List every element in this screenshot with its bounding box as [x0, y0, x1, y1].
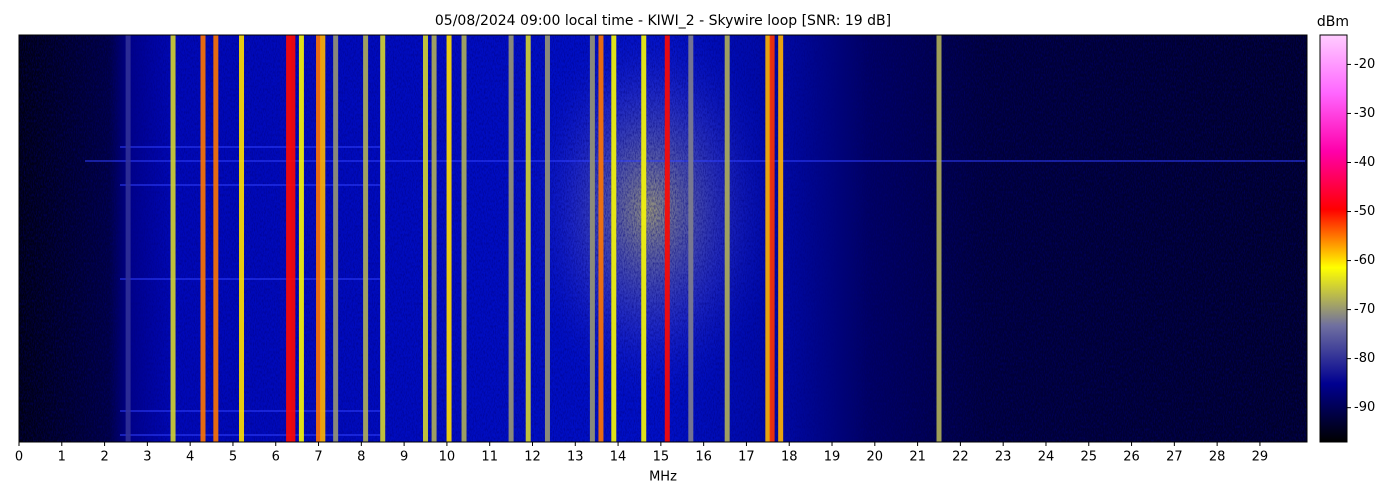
x-tick-label: 29 [1252, 450, 1269, 465]
x-tick-label: 28 [1209, 450, 1226, 465]
signal-trace [765, 35, 771, 442]
signal-trace [688, 35, 694, 442]
x-tick-label: 3 [143, 450, 151, 465]
x-tick-label: 5 [229, 450, 237, 465]
colorbar-tick-label: -50 [1354, 204, 1375, 219]
colorbar-tick-label: -80 [1354, 351, 1375, 366]
x-tick-label: 22 [952, 450, 969, 465]
signal-trace [363, 35, 369, 442]
signal-trace [446, 35, 452, 442]
x-tick-label: 15 [653, 450, 670, 465]
x-tick-label: 11 [481, 450, 498, 465]
signal-trace [544, 35, 550, 442]
signal-trace [213, 35, 219, 442]
signal-trace [423, 35, 429, 442]
x-tick-label: 4 [186, 450, 194, 465]
signal-trace [431, 35, 437, 442]
signal-trace [298, 35, 304, 442]
colorbar-tick-label: -30 [1354, 106, 1375, 121]
signal-trace [769, 35, 775, 442]
plot-frame [18, 34, 1308, 443]
signal-trace [170, 35, 176, 442]
signal-trace [316, 35, 322, 442]
x-tick-label: 24 [1038, 450, 1055, 465]
noise-texture [19, 35, 1307, 442]
signal-trace [641, 35, 647, 442]
signal-trace [611, 35, 617, 442]
signal-trace [239, 35, 245, 442]
signal-trace [200, 35, 206, 442]
signal-trace [320, 35, 326, 442]
signal-trace [664, 35, 670, 442]
colorbar-tick-label: -60 [1354, 253, 1375, 268]
colorbar-tick-label: -20 [1354, 57, 1375, 72]
x-tick-label: 25 [1080, 450, 1097, 465]
signal-trace [333, 35, 339, 442]
x-tick-label: 19 [824, 450, 841, 465]
x-tick-label: 2 [100, 450, 108, 465]
signal-trace [380, 35, 386, 442]
signal-trace [589, 35, 595, 442]
x-axis-label: MHz [649, 470, 677, 485]
x-tick-label: 0 [15, 450, 23, 465]
x-tick-label: 9 [400, 450, 408, 465]
colorbar-tick-label: -90 [1354, 400, 1375, 415]
signal-trace [125, 35, 131, 442]
colorbar-tick-label: -40 [1354, 155, 1375, 170]
signal-trace [778, 35, 784, 442]
signal-trace [286, 35, 292, 442]
x-tick-label: 16 [695, 450, 712, 465]
x-tick-label: 14 [610, 450, 627, 465]
signal-trace [508, 35, 514, 442]
signal-trace [290, 35, 296, 442]
x-tick-label: 18 [781, 450, 798, 465]
x-tick-label: 20 [867, 450, 884, 465]
x-tick-label: 7 [314, 450, 322, 465]
x-tick-label: 1 [58, 450, 66, 465]
chart-title: 05/08/2024 09:00 local time - KIWI_2 - S… [435, 13, 891, 29]
plot-area [19, 35, 1307, 442]
colorbar-tick-label: -70 [1354, 302, 1375, 317]
x-tick-label: 17 [738, 450, 755, 465]
x-tick-label: 21 [909, 450, 926, 465]
colorbar [1319, 34, 1348, 443]
signal-trace [936, 35, 942, 442]
x-tick-label: 23 [995, 450, 1012, 465]
x-tick-label: 26 [1123, 450, 1140, 465]
signal-trace [724, 35, 730, 442]
signal-trace [461, 35, 467, 442]
x-tick-label: 13 [567, 450, 584, 465]
x-tick-label: 12 [524, 450, 541, 465]
colorbar-label: dBm [1317, 14, 1349, 30]
time-bands [85, 146, 1305, 436]
signal-trace [598, 35, 604, 442]
x-tick-label: 10 [439, 450, 456, 465]
x-tick-label: 8 [357, 450, 365, 465]
x-tick-label: 6 [272, 450, 280, 465]
signal-trace [525, 35, 531, 442]
x-tick-label: 27 [1166, 450, 1183, 465]
